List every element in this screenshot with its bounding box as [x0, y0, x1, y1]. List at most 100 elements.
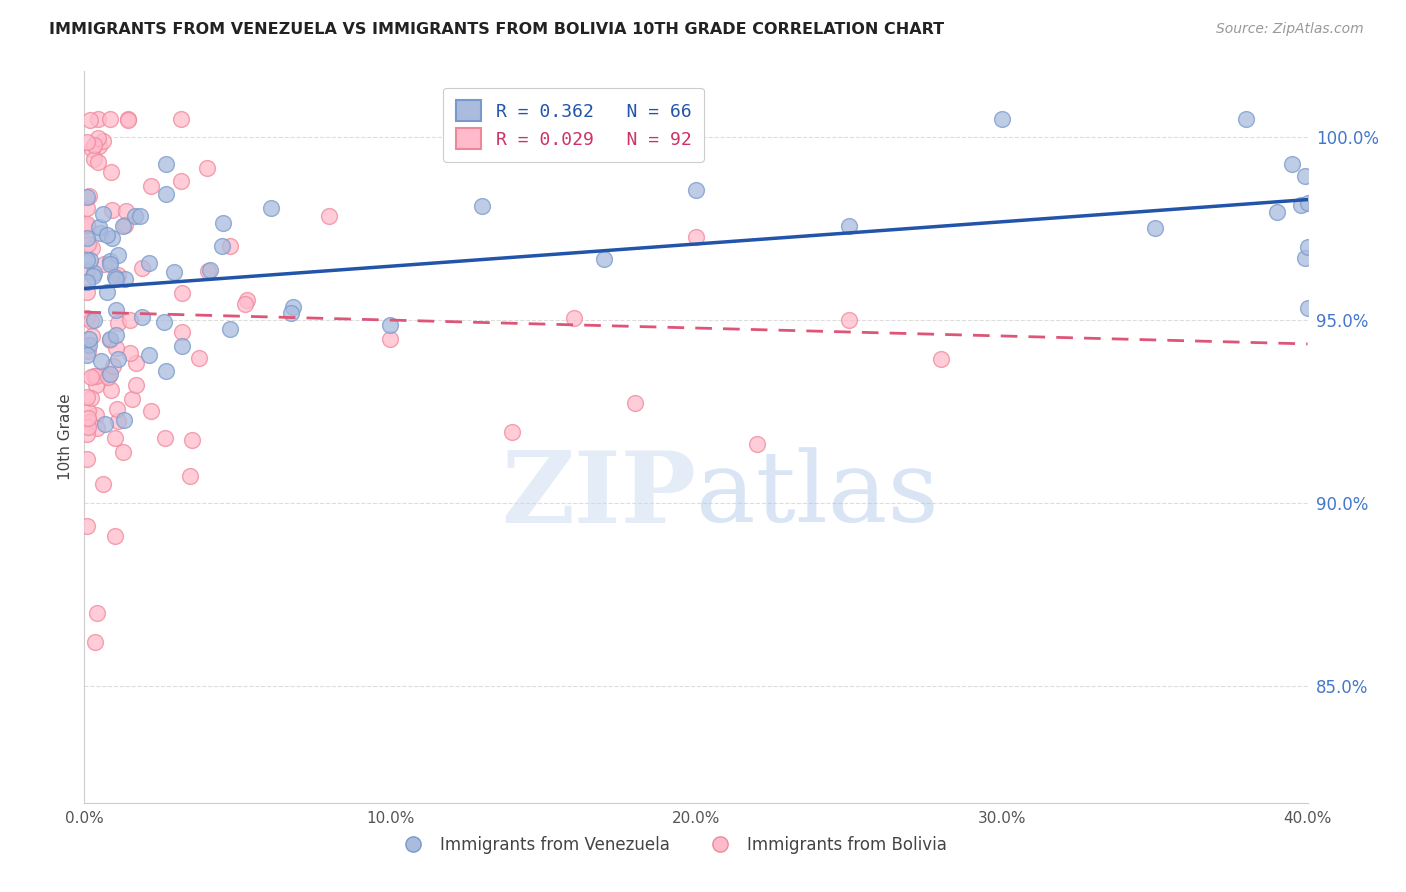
Point: [131, 310, 153, 325]
Point: [107, 351, 129, 366]
Point: [281, 300, 304, 314]
Point: [155, 363, 177, 377]
Point: [121, 392, 143, 406]
Point: [94, 417, 117, 431]
Point: [86, 421, 108, 435]
Point: [101, 359, 124, 374]
Point: [76, 201, 98, 215]
Point: [172, 325, 194, 339]
Point: [101, 231, 124, 245]
Point: [100, 165, 122, 179]
Point: [1296, 239, 1319, 253]
Point: [1291, 198, 1313, 212]
Point: [260, 201, 283, 215]
Point: [107, 248, 129, 262]
Point: [1265, 205, 1288, 219]
Point: [76, 427, 98, 442]
Point: [153, 315, 176, 329]
Point: [155, 157, 177, 171]
Point: [105, 272, 128, 286]
Point: [80, 313, 103, 327]
Point: [76, 231, 98, 245]
Point: [97, 370, 120, 384]
Point: [1294, 169, 1316, 184]
Point: [82, 268, 104, 283]
Point: [838, 219, 860, 234]
Point: [98, 254, 121, 268]
Point: [77, 344, 100, 359]
Point: [76, 219, 98, 234]
Point: [125, 377, 148, 392]
Point: [93, 368, 115, 382]
Point: [87, 154, 110, 169]
Point: [380, 333, 402, 347]
Point: [76, 411, 98, 425]
Point: [83, 313, 105, 327]
Point: [77, 404, 100, 418]
Point: [838, 313, 860, 327]
Point: [80, 391, 103, 405]
Point: [76, 135, 98, 149]
Point: [91, 477, 114, 491]
Text: Source: ZipAtlas.com: Source: ZipAtlas.com: [1216, 22, 1364, 37]
Point: [104, 431, 127, 445]
Point: [124, 356, 146, 370]
Point: [76, 252, 98, 267]
Point: [84, 377, 107, 392]
Point: [104, 270, 127, 285]
Point: [90, 354, 112, 368]
Point: [86, 606, 108, 620]
Point: [79, 112, 101, 127]
Point: [170, 174, 193, 188]
Point: [114, 203, 136, 218]
Point: [991, 112, 1014, 126]
Point: [124, 209, 146, 223]
Point: [1236, 112, 1258, 126]
Point: [280, 306, 302, 320]
Point: [236, 293, 259, 307]
Point: [107, 316, 129, 330]
Point: [77, 415, 100, 429]
Point: [212, 216, 235, 230]
Text: atlas: atlas: [696, 448, 939, 543]
Point: [96, 285, 118, 299]
Point: [76, 519, 98, 533]
Point: [83, 266, 105, 280]
Point: [139, 178, 162, 193]
Point: [1281, 157, 1303, 171]
Point: [98, 332, 121, 346]
Point: [138, 256, 160, 270]
Point: [117, 112, 139, 126]
Point: [195, 161, 218, 175]
Point: [131, 261, 153, 276]
Point: [83, 137, 105, 152]
Point: [114, 218, 136, 232]
Point: [181, 433, 204, 447]
Point: [104, 328, 127, 343]
Point: [198, 263, 221, 277]
Point: [380, 318, 402, 332]
Point: [153, 431, 176, 445]
Point: [76, 217, 98, 231]
Point: [593, 252, 616, 267]
Point: [105, 302, 128, 317]
Point: [112, 413, 135, 427]
Point: [84, 369, 107, 384]
Point: [98, 112, 121, 126]
Point: [93, 257, 115, 271]
Point: [76, 236, 98, 251]
Point: [91, 206, 114, 220]
Point: [80, 142, 103, 156]
Point: [562, 310, 585, 325]
Point: [1296, 195, 1319, 210]
Point: [100, 383, 122, 397]
Point: [155, 187, 177, 202]
Y-axis label: 10th Grade: 10th Grade: [58, 393, 73, 481]
Point: [87, 139, 110, 153]
Point: [80, 370, 103, 384]
Point: [105, 401, 128, 416]
Point: [929, 352, 952, 367]
Point: [77, 419, 100, 434]
Point: [77, 189, 100, 203]
Point: [107, 268, 129, 282]
